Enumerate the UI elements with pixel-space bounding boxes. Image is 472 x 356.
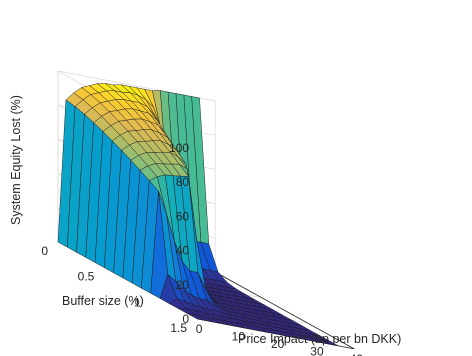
x-tick-label: 40 — [350, 352, 364, 356]
y-tick-label: 0.5 — [78, 270, 95, 284]
z-tick-label: 20 — [176, 278, 190, 292]
y-tick-label: 1.5 — [170, 321, 187, 335]
y-axis-label: Buffer size (%) — [62, 294, 144, 308]
z-tick-label: 40 — [176, 244, 190, 258]
y-tick-label: 0 — [41, 244, 48, 258]
x-tick-label: 30 — [310, 344, 324, 356]
x-tick-label: 10 — [232, 329, 246, 343]
z-tick-label: 80 — [176, 175, 190, 189]
z-tick-label: 100 — [169, 141, 189, 155]
y-tick-label: 1 — [134, 295, 141, 309]
z-axis-label: System Equity Lost (%) — [9, 95, 23, 225]
z-tick-label: 60 — [176, 209, 190, 223]
x-tick-label: 20 — [271, 337, 285, 351]
z-tick-label: 0 — [182, 312, 189, 326]
surface-patch — [187, 313, 206, 321]
x-axis-label: Price Impact (bp per bn DKK) — [238, 332, 401, 346]
x-tick-label: 0 — [196, 322, 203, 336]
surface-plot — [57, 83, 339, 347]
